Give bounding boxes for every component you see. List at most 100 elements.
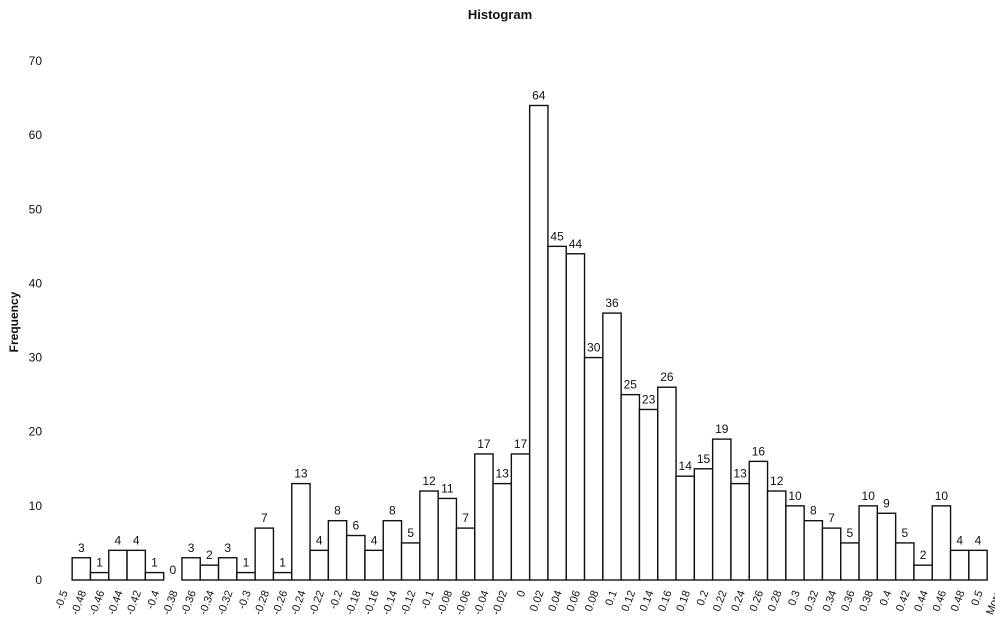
x-tick-label: -0.26 (271, 589, 291, 617)
x-tick-label: -0.08 (435, 589, 455, 617)
bar-value-label: 3 (188, 541, 195, 555)
bar-value-label: 5 (901, 526, 908, 540)
histogram-bar (693, 468, 714, 581)
histogram-bar (364, 549, 384, 581)
bar-value-label: 8 (810, 504, 817, 518)
bar-value-label: 64 (532, 88, 546, 102)
histogram-bar (968, 549, 988, 581)
y-tick-label: 70 (29, 54, 43, 68)
x-tick-label: -0.46 (88, 589, 108, 617)
x-tick-label: -0.1 (419, 589, 437, 611)
histogram-bar (272, 571, 293, 581)
x-tick-label: 0.28 (766, 589, 785, 613)
bar-value-label: 8 (389, 504, 396, 518)
bar-value-label: 4 (371, 533, 378, 547)
x-tick-label: -0.5 (53, 589, 71, 611)
histogram-bar (510, 453, 531, 581)
x-tick-label: 0.44 (912, 589, 931, 613)
histogram-bar (565, 253, 586, 581)
bar-value-label: 10 (935, 489, 949, 503)
x-tick-label: 0.06 (565, 589, 584, 613)
bar-value-label: 1 (279, 556, 286, 570)
histogram-bar (437, 497, 458, 581)
x-tick-label: More (984, 589, 995, 617)
x-tick-label: -0.48 (69, 589, 89, 617)
histogram-bar (675, 475, 696, 581)
histogram-bar (583, 356, 604, 581)
histogram-bar (620, 393, 641, 581)
histogram-bar (327, 519, 348, 581)
histogram-bar (547, 245, 567, 581)
histogram-bar (345, 534, 366, 581)
histogram-bar (419, 490, 439, 581)
histogram-bar (144, 571, 165, 581)
x-tick-label: 0.42 (894, 589, 913, 613)
histogram-bar (766, 490, 787, 581)
x-tick-label: 0.5 (969, 589, 986, 607)
x-tick-label: 0 (515, 589, 528, 599)
x-tick-label: 0.18 (674, 589, 693, 613)
histogram-bar (455, 527, 476, 581)
bar-value-label: 10 (862, 489, 876, 503)
histogram-bar (748, 460, 769, 581)
y-tick-label: 50 (29, 202, 43, 216)
histogram-bar (913, 564, 933, 581)
x-tick-label: -0.44 (106, 589, 126, 617)
histogram-bar (602, 312, 622, 581)
histogram-bar (492, 482, 513, 581)
bar-value-label: 9 (883, 496, 890, 510)
x-tick-label: -0.16 (362, 589, 382, 617)
x-tick-label: 0.38 (857, 589, 876, 613)
x-tick-label: 0.32 (803, 589, 822, 613)
y-axis-ticks: 0 10 20 30 40 50 60 70 (29, 54, 43, 587)
bar-value-label: 1 (96, 556, 103, 570)
bar-value-label: 4 (316, 533, 323, 547)
data-labels-group: 314 4103231711348648512117171317644544303… (78, 88, 982, 577)
bar-value-label: 17 (477, 437, 491, 451)
bar-value-label: 3 (224, 541, 231, 555)
bar-value-label: 6 (352, 519, 359, 533)
histogram-bar (181, 557, 201, 581)
bar-value-label: 0 (169, 563, 176, 577)
bar-value-label: 1 (151, 556, 158, 570)
bar-value-label: 17 (514, 437, 528, 451)
x-tick-label: -0.18 (344, 589, 364, 617)
histogram-bar (400, 542, 421, 581)
x-tick-label: -0.02 (490, 589, 510, 617)
histogram-bar (894, 542, 915, 581)
bar-value-label: 4 (115, 533, 122, 547)
histogram-bar (108, 549, 128, 581)
bar-value-label: 12 (422, 474, 436, 488)
x-tick-label: -0.4 (145, 589, 163, 611)
bar-value-label: 2 (206, 548, 213, 562)
histogram-bar (126, 549, 147, 581)
x-tick-label: -0.12 (399, 589, 419, 617)
bar-value-label: 23 (642, 392, 656, 406)
x-tick-label: 0.22 (711, 589, 730, 613)
x-tick-label: 0.36 (839, 589, 858, 613)
histogram-bar (785, 505, 805, 581)
histogram-bar (71, 557, 92, 581)
x-tick-label: 0.24 (729, 589, 748, 613)
histogram-bar (711, 438, 732, 581)
x-tick-label: -0.38 (161, 589, 181, 617)
bar-value-label: 1 (243, 556, 250, 570)
histogram-bar (876, 512, 897, 581)
histogram-bar (89, 571, 110, 581)
bar-value-label: 4 (975, 533, 982, 547)
histogram-bar (657, 386, 677, 581)
x-tick-label: 0.2 (695, 589, 712, 607)
chart-title: Histogram (468, 7, 532, 22)
x-tick-label: 0.12 (620, 589, 639, 613)
bar-value-label: 15 (697, 452, 711, 466)
bar-value-label: 13 (294, 467, 308, 481)
x-tick-label: 0.3 (786, 589, 803, 607)
bar-value-label: 30 (587, 341, 601, 355)
histogram-bar (803, 519, 824, 581)
histogram-bar (382, 519, 403, 581)
histogram-bar (821, 527, 842, 581)
bar-value-label: 25 (624, 378, 638, 392)
bar-value-label: 4 (956, 533, 963, 547)
histogram-bar (474, 453, 494, 581)
